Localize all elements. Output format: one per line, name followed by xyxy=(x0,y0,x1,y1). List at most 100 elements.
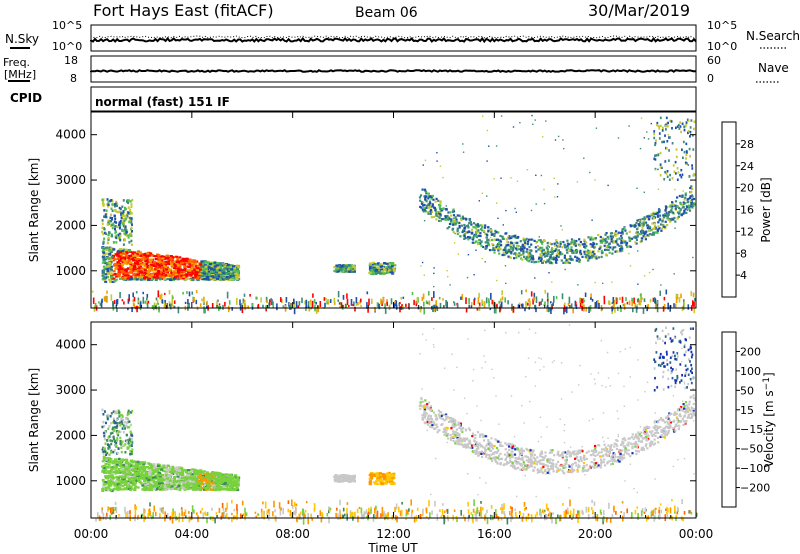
data-cell xyxy=(352,270,356,273)
data-cell xyxy=(606,235,609,239)
data-cell xyxy=(530,238,533,241)
data-cell xyxy=(654,231,657,234)
data-cell xyxy=(522,239,525,242)
data-cell xyxy=(135,251,138,254)
data-cell xyxy=(568,261,571,265)
data-cell xyxy=(522,245,525,248)
data-cell xyxy=(125,262,129,265)
data-cell xyxy=(563,307,565,315)
data-cell xyxy=(113,300,116,305)
data-cell xyxy=(199,303,202,307)
data-cell xyxy=(655,212,658,216)
data-cell xyxy=(366,515,368,518)
data-cell xyxy=(429,512,431,518)
data-cell xyxy=(674,303,677,309)
data-cell xyxy=(684,208,687,211)
data-cell xyxy=(350,299,353,306)
data-cell xyxy=(224,301,226,307)
data-cell xyxy=(425,192,428,195)
data-cell xyxy=(510,247,513,250)
data-cell xyxy=(603,510,605,516)
data-cell xyxy=(133,482,137,485)
data-cell xyxy=(394,300,396,304)
data-cell xyxy=(553,177,555,179)
data-cell xyxy=(436,513,439,521)
data-cell xyxy=(192,268,196,271)
data-cell xyxy=(507,244,510,247)
data-cell xyxy=(111,226,114,230)
data-cell xyxy=(591,298,594,302)
data-cell xyxy=(428,300,431,306)
data-cell xyxy=(216,262,220,265)
data-cell xyxy=(173,271,177,274)
data-cell xyxy=(158,265,162,268)
data-cell xyxy=(474,233,478,236)
data-cell xyxy=(690,291,693,297)
data-cell xyxy=(683,198,686,201)
data-cell xyxy=(621,232,624,235)
data-cell xyxy=(616,233,619,236)
data-cell xyxy=(588,250,591,253)
data-cell xyxy=(134,262,137,265)
data-cell xyxy=(539,302,542,305)
data-cell xyxy=(127,199,130,202)
data-cell xyxy=(295,517,298,522)
data-cell xyxy=(105,265,109,268)
data-cell xyxy=(188,269,192,272)
data-cell xyxy=(590,293,592,300)
data-cell xyxy=(131,464,135,467)
data-cell xyxy=(495,145,498,147)
data-cell xyxy=(622,304,625,307)
data-cell xyxy=(561,246,564,249)
data-cell xyxy=(567,247,570,250)
data-cell xyxy=(110,260,114,263)
data-cell xyxy=(551,516,553,524)
data-cell xyxy=(465,307,468,313)
data-cell xyxy=(105,246,109,249)
data-cell xyxy=(437,199,440,202)
data-cell xyxy=(231,275,235,278)
data-cell xyxy=(185,471,188,474)
data-cell xyxy=(129,275,133,279)
data-cell xyxy=(155,511,157,517)
data-cell xyxy=(629,265,632,267)
data-cell xyxy=(657,188,660,190)
data-cell xyxy=(481,224,484,227)
data-cell xyxy=(326,300,328,305)
data-cell xyxy=(134,278,137,281)
data-cell xyxy=(153,260,157,263)
data-cell xyxy=(349,270,353,273)
data-cell xyxy=(109,458,113,461)
data-cell xyxy=(353,301,355,306)
data-cell xyxy=(542,136,544,138)
data-cell xyxy=(219,278,222,281)
data-cell xyxy=(123,262,127,265)
data-cell xyxy=(434,209,437,212)
data-cell xyxy=(538,236,540,238)
data-cell xyxy=(500,517,503,521)
data-cell xyxy=(549,511,551,516)
data-cell xyxy=(231,273,235,276)
data-cell xyxy=(261,512,263,519)
data-cell xyxy=(221,512,224,518)
data-cell xyxy=(439,208,442,211)
data-cell xyxy=(671,499,673,502)
data-cell xyxy=(138,306,140,309)
data-cell xyxy=(103,209,106,212)
data-cell xyxy=(125,488,129,491)
data-cell xyxy=(452,214,456,217)
data-cell xyxy=(460,217,463,220)
data-cell xyxy=(436,160,438,162)
colorbar-tick-label: 28 xyxy=(740,138,754,151)
data-cell xyxy=(216,300,218,307)
data-cell xyxy=(106,290,108,294)
data-cell xyxy=(103,215,105,218)
data-cell xyxy=(525,301,527,309)
data-cell xyxy=(641,237,644,240)
data-cell xyxy=(180,273,184,276)
data-cell xyxy=(161,257,165,260)
data-cell xyxy=(152,480,156,484)
data-cell xyxy=(166,254,170,257)
data-cell xyxy=(146,252,150,255)
data-cell xyxy=(214,275,218,278)
